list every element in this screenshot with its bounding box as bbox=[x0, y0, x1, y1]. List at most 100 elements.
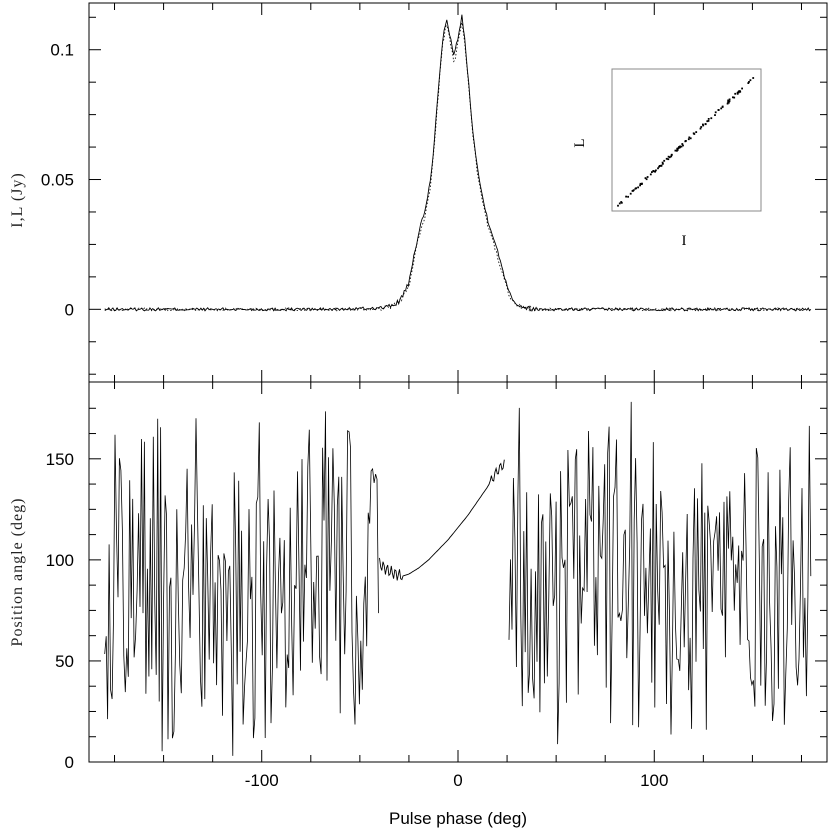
bottom-ticks bbox=[89, 382, 827, 763]
inset-point bbox=[720, 107, 723, 110]
inset-point bbox=[617, 204, 619, 207]
inset-scatter: L I bbox=[572, 68, 762, 249]
inset-point bbox=[679, 146, 681, 149]
inset-point bbox=[670, 153, 673, 156]
inset-point bbox=[695, 131, 698, 133]
inset-point bbox=[737, 91, 740, 94]
inset-point bbox=[702, 124, 705, 127]
inset-point bbox=[632, 189, 634, 192]
inset-point bbox=[734, 92, 737, 95]
bottom-xtick-labels: -100 0 100 bbox=[245, 771, 669, 790]
inset-point bbox=[670, 155, 673, 158]
ytick-label: 150 bbox=[46, 450, 74, 469]
inset-points bbox=[617, 77, 755, 207]
inset-point bbox=[667, 155, 670, 158]
inset-point bbox=[736, 91, 739, 94]
inset-ylabel: L bbox=[572, 138, 588, 147]
inset-point bbox=[714, 114, 716, 116]
inset-point bbox=[689, 137, 692, 140]
inset-point bbox=[654, 170, 656, 173]
inset-point bbox=[640, 183, 643, 185]
inset-point bbox=[721, 105, 724, 108]
inset-point bbox=[639, 184, 641, 187]
inset-point bbox=[658, 165, 660, 168]
inset-point bbox=[644, 177, 647, 179]
xtick-label: -100 bbox=[245, 771, 279, 790]
ytick-label: 50 bbox=[55, 652, 74, 671]
ytick-label: 0.05 bbox=[41, 171, 74, 190]
inset-point bbox=[677, 147, 680, 149]
inset-point bbox=[700, 126, 703, 128]
ytick-label: 100 bbox=[46, 551, 74, 570]
inset-point bbox=[727, 101, 729, 104]
bottom-xlabel: Pulse phase (deg) bbox=[389, 809, 527, 828]
xtick-label: 100 bbox=[640, 771, 668, 790]
inset-xlabel: I bbox=[682, 233, 687, 249]
inset-point bbox=[710, 117, 713, 120]
position-angle-swing bbox=[379, 459, 505, 581]
inset-point bbox=[665, 157, 668, 160]
top-ylabel: I,L (Jy) bbox=[9, 172, 26, 227]
position-angle-noise-left bbox=[104, 411, 379, 756]
inset-point bbox=[639, 182, 642, 185]
inset-point bbox=[727, 99, 730, 102]
inset-point bbox=[662, 162, 664, 165]
inset-point bbox=[678, 146, 680, 148]
inset-point bbox=[728, 98, 731, 101]
inset-point bbox=[674, 149, 677, 152]
inset-point bbox=[739, 90, 742, 93]
inset-point bbox=[687, 138, 690, 141]
inset-point bbox=[707, 118, 710, 120]
inset-point bbox=[717, 109, 720, 111]
inset-point bbox=[657, 167, 659, 170]
top-ytick-labels: 0 0.05 0.1 bbox=[41, 41, 74, 320]
inset-point bbox=[684, 140, 687, 143]
inset-point bbox=[736, 92, 739, 95]
inset-point bbox=[629, 192, 632, 195]
inset-point bbox=[726, 102, 729, 105]
inset-point bbox=[747, 82, 750, 84]
bottom-ylabel: Position angle (deg) bbox=[9, 498, 26, 647]
inset-point bbox=[668, 156, 671, 159]
inset-point bbox=[681, 143, 684, 145]
inset-frame bbox=[611, 68, 762, 212]
inset-point bbox=[733, 96, 736, 99]
position-angle-noise-right bbox=[508, 401, 812, 745]
inset-point bbox=[627, 195, 629, 198]
inset-point bbox=[646, 176, 649, 178]
inset-point bbox=[655, 169, 657, 172]
inset-point bbox=[676, 149, 678, 152]
inset-point bbox=[618, 202, 621, 205]
inset-point bbox=[706, 120, 709, 123]
inset-point bbox=[660, 164, 663, 167]
inset-point bbox=[741, 87, 743, 90]
ytick-label: 0 bbox=[65, 300, 74, 319]
inset-point bbox=[693, 133, 696, 135]
top-series bbox=[104, 14, 812, 312]
inset-point bbox=[749, 79, 752, 82]
inset-point bbox=[663, 159, 666, 162]
inset-point bbox=[707, 120, 710, 122]
inset-point bbox=[637, 186, 639, 189]
inset-point bbox=[682, 144, 684, 147]
inset-point bbox=[688, 136, 691, 139]
inset-point bbox=[752, 77, 755, 79]
inset-point bbox=[653, 170, 655, 173]
ytick-label: 0.1 bbox=[50, 41, 74, 60]
inset-point bbox=[748, 81, 750, 83]
xtick-label: 0 bbox=[453, 771, 462, 790]
inset-point bbox=[620, 201, 623, 203]
inset-point bbox=[704, 123, 707, 125]
inset-point bbox=[667, 158, 670, 161]
inset-point bbox=[635, 187, 637, 190]
inset-point bbox=[699, 127, 702, 130]
bottom-series bbox=[104, 401, 812, 756]
inset-point bbox=[661, 161, 664, 164]
inset-point bbox=[625, 195, 627, 198]
inset-point bbox=[732, 96, 734, 99]
inset-point bbox=[680, 145, 683, 148]
inset-point bbox=[651, 171, 653, 173]
inset-point bbox=[645, 178, 648, 181]
